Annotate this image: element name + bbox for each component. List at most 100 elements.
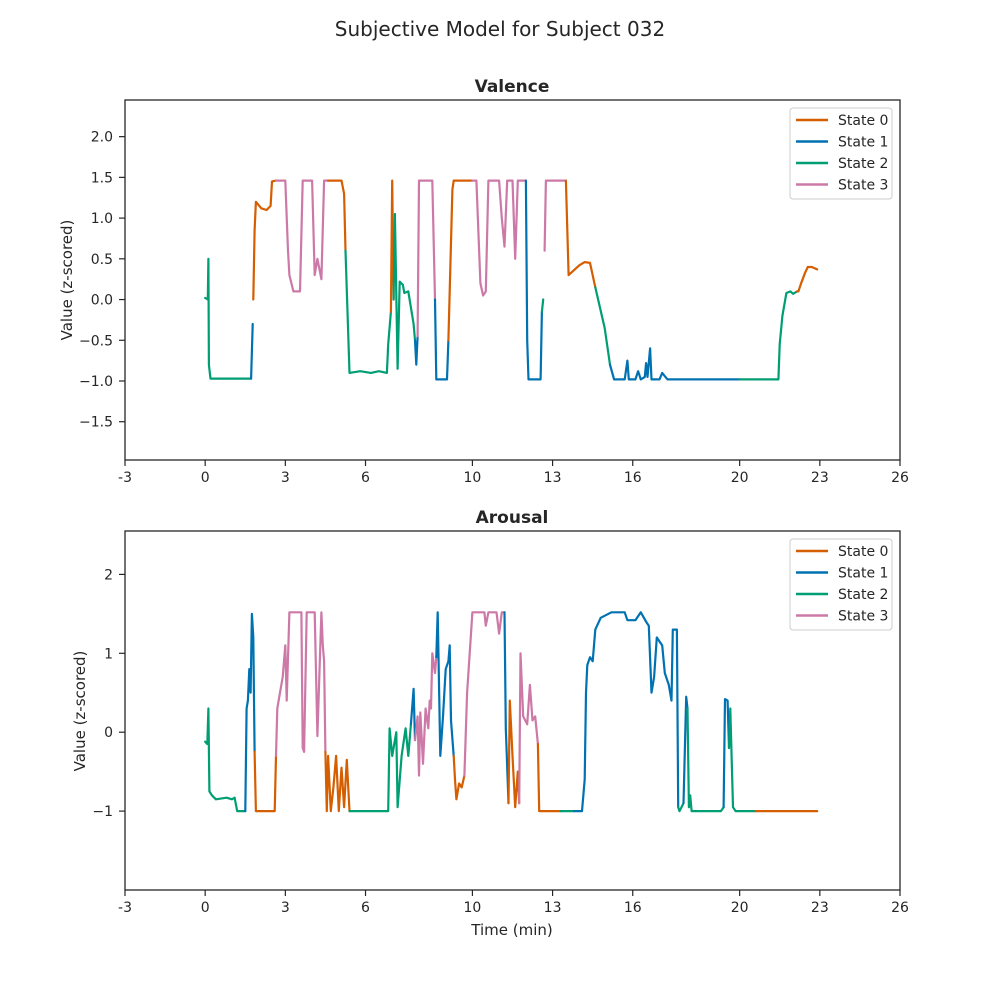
arousal-x-tick-label: -3 (118, 900, 132, 916)
valence-lines (204, 179, 819, 381)
arousal-panel: Arousal -3 0 3 6 10 13 16 20 23 26 −1 0 1 2 Value (z… (71, 508, 909, 939)
arousal-x-label: Time (min) (470, 921, 552, 939)
arousal-legend-label: State 2 (838, 587, 888, 603)
valence-y-tick-label: 1.0 (91, 211, 113, 227)
arousal-series-state-3-segment-3 (274, 611, 327, 757)
arousal-series-state-1-segment-20 (722, 698, 731, 809)
arousal-x-tick-label: 20 (731, 900, 749, 916)
arousal-y-tick-label: −1 (92, 804, 113, 820)
valence-legend-label: State 3 (838, 178, 888, 194)
valence-x-tick-label: 6 (361, 470, 370, 486)
arousal-series-state-2-segment-21 (727, 707, 757, 813)
valence-series-state-0-segment-2 (252, 179, 278, 301)
valence-series-state-3-segment-15 (543, 179, 567, 252)
arousal-series-state-0-segment-2 (253, 750, 278, 813)
arousal-x-tick-label: 3 (281, 900, 290, 916)
arousal-series-state-1-segment-8 (435, 611, 455, 757)
valence-series-state-1-segment-13 (524, 179, 543, 381)
arousal-series-state-1-segment-1 (244, 612, 256, 813)
arousal-legend-box (789, 538, 893, 631)
figure-title: Subjective Model for Subject 032 (335, 17, 665, 41)
arousal-x-tick-label: 26 (891, 900, 909, 916)
arousal-x-tick-label: 16 (624, 900, 642, 916)
valence-series-state-2-segment-5 (344, 249, 392, 374)
arousal-series-state-2-segment-5 (348, 723, 412, 813)
arousal-series-state-2-segment-0 (204, 707, 247, 813)
arousal-x-tick-label: 6 (361, 900, 370, 916)
valence-series-state-2-segment-14 (540, 298, 545, 313)
arousal-title: Arousal (476, 508, 549, 528)
arousal-series-state-0-segment-12 (507, 699, 521, 809)
valence-y-axis: −1.5 −1.0 −0.5 0.0 0.5 1.0 1.5 2.0 (79, 130, 125, 431)
arousal-x-tick-label: 13 (544, 900, 562, 916)
valence-y-tick-label: −1.5 (79, 415, 113, 431)
valence-series-state-1-segment-18 (608, 347, 741, 381)
arousal-legend: State 0 State 1 State 2 State 3 (789, 538, 893, 631)
valence-x-tick-label: 23 (811, 470, 829, 486)
valence-series-state-1-segment-8 (413, 335, 419, 366)
valence-x-tick-label: 26 (891, 470, 909, 486)
arousal-y-tick-label: 2 (104, 567, 113, 583)
valence-x-tick-label: -3 (118, 470, 132, 486)
arousal-series-state-1-segment-18 (682, 695, 689, 805)
valence-x-axis: -3 0 3 6 10 13 16 20 23 26 (118, 460, 909, 486)
valence-series-state-0-segment-16 (564, 179, 597, 289)
valence-x-tick-label: 13 (544, 470, 562, 486)
arousal-series-state-0-segment-9 (452, 754, 466, 801)
arousal-series-state-1-segment-6 (409, 687, 417, 742)
valence-title: Valence (475, 77, 550, 97)
valence-x-tick-label: 16 (624, 470, 642, 486)
arousal-x-tick-label: 0 (201, 900, 210, 916)
arousal-legend-label: State 3 (838, 609, 888, 625)
valence-y-tick-label: 1.5 (91, 170, 113, 186)
arousal-series-state-0-segment-4 (324, 750, 351, 813)
valence-axes-frame (124, 99, 901, 461)
arousal-series-state-0-segment-14 (536, 742, 562, 813)
valence-legend-label: State 0 (838, 113, 888, 129)
valence-series-state-0-segment-11 (447, 179, 474, 342)
arousal-axes-frame (124, 530, 901, 891)
arousal-x-axis: -3 0 3 6 10 13 16 20 23 26 (118, 890, 909, 916)
valence-series-state-3-segment-3 (274, 179, 330, 293)
arousal-series-state-3-segment-7 (413, 652, 438, 777)
valence-y-label: Value (z-scored) (58, 220, 76, 341)
valence-series-state-1-segment-10 (433, 298, 450, 381)
valence-x-tick-label: 3 (281, 470, 290, 486)
arousal-lines (204, 611, 819, 813)
valence-x-tick-label: 0 (201, 470, 210, 486)
arousal-legend-label: State 0 (838, 544, 888, 560)
valence-series-state-2-segment-0 (204, 257, 253, 380)
valence-y-tick-label: 0.0 (91, 293, 113, 309)
valence-legend-box (789, 107, 893, 200)
valence-series-state-2-segment-17 (594, 286, 612, 366)
arousal-series-state-2-segment-17 (677, 802, 685, 813)
valence-y-tick-label: 2.0 (91, 130, 113, 146)
valence-series-state-3-segment-9 (416, 179, 437, 338)
valence-y-tick-label: 0.5 (91, 252, 113, 268)
arousal-x-tick-label: 10 (463, 900, 481, 916)
valence-y-tick-label: −0.5 (79, 333, 113, 349)
arousal-y-label: Value (z-scored) (71, 651, 89, 772)
valence-series-state-3-segment-12 (471, 179, 527, 297)
arousal-series-state-3-segment-13 (518, 652, 539, 805)
valence-x-tick-label: 10 (463, 470, 481, 486)
valence-legend: State 0 State 1 State 2 State 3 (789, 107, 893, 200)
arousal-y-axis: −1 0 1 2 (92, 567, 125, 820)
valence-legend-label: State 2 (838, 156, 888, 172)
arousal-series-state-1-segment-16 (572, 611, 680, 813)
valence-series-state-2-segment-19 (738, 290, 799, 381)
arousal-series-state-3-segment-10 (463, 611, 506, 777)
arousal-legend-label: State 1 (838, 566, 888, 582)
valence-series-state-1-segment-1 (250, 322, 254, 380)
valence-series-state-0-segment-4 (327, 179, 347, 252)
valence-legend-label: State 1 (838, 135, 888, 151)
valence-y-tick-label: −1.0 (79, 374, 113, 390)
arousal-series-state-2-segment-19 (686, 707, 725, 813)
valence-panel: Valence -3 0 3 6 10 13 16 20 23 26 −1.5 −1.0 −0.5 0.… (58, 77, 909, 486)
arousal-series-state-1-segment-11 (503, 611, 510, 805)
valence-x-tick-label: 20 (731, 470, 749, 486)
arousal-x-tick-label: 23 (811, 900, 829, 916)
valence-series-state-2-segment-7 (392, 212, 417, 370)
arousal-y-tick-label: 0 (104, 725, 113, 741)
